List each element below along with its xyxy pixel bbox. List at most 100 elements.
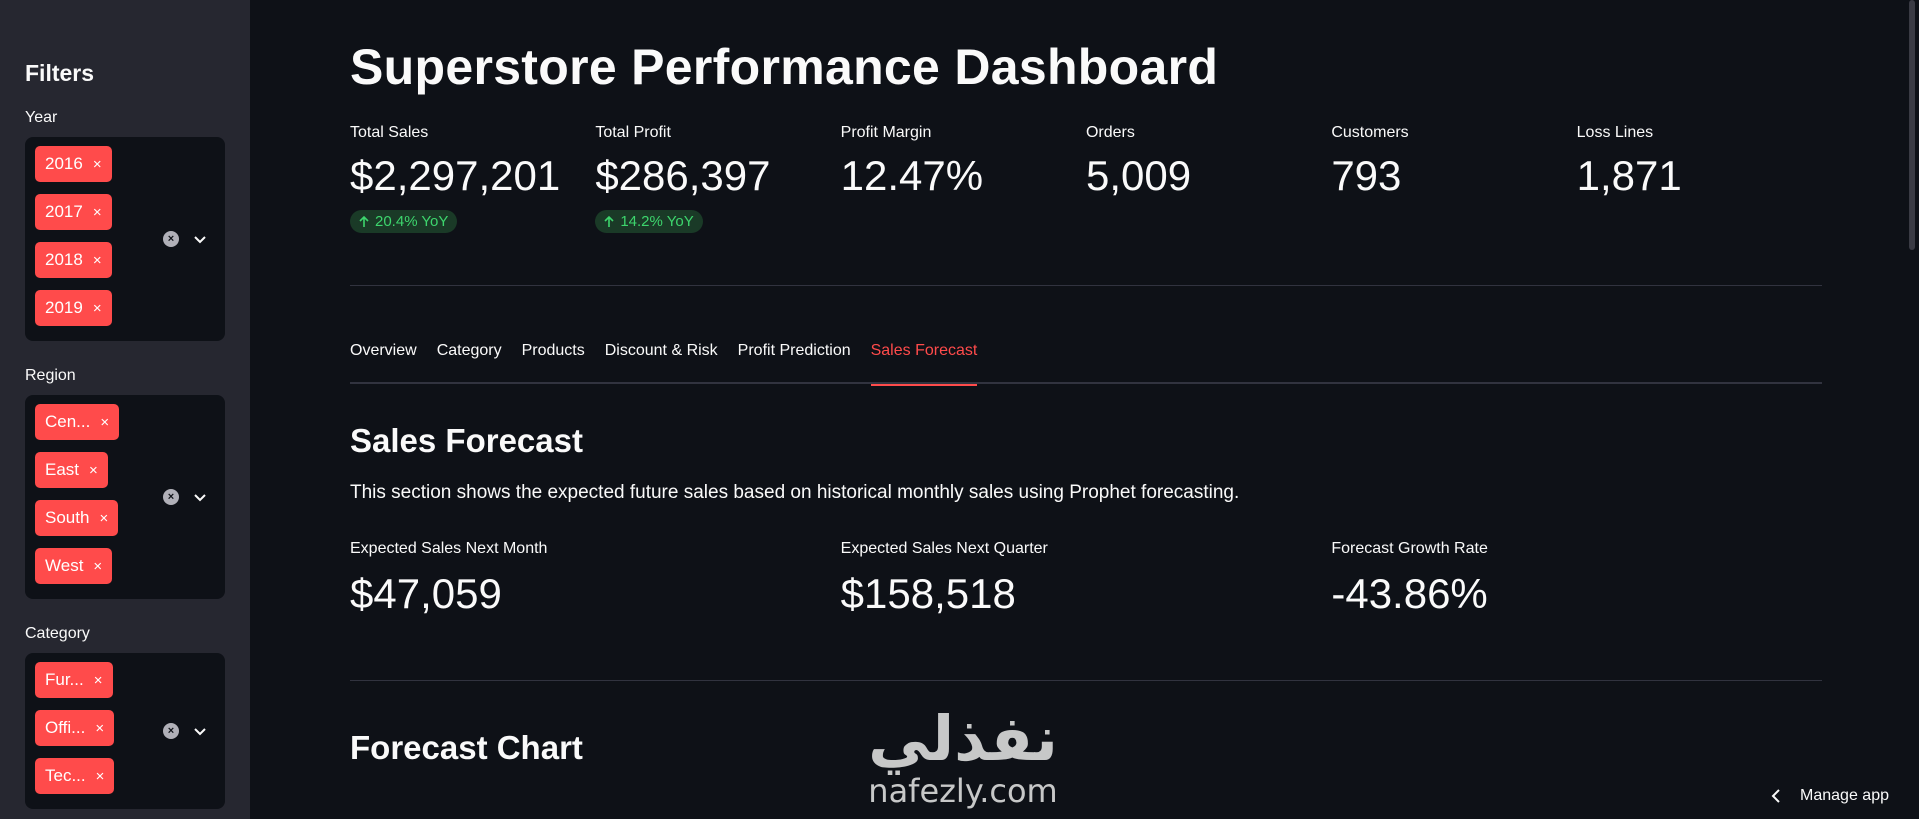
filter-label: Year — [25, 109, 58, 126]
filter-chip[interactable]: 2018 × — [35, 242, 112, 278]
chip-remove-icon[interactable]: × — [92, 203, 102, 221]
chip-remove-icon[interactable]: × — [93, 671, 103, 689]
watermark-latin: nafezly.com — [868, 772, 1058, 810]
tab-products[interactable]: Products — [521, 342, 585, 359]
metric-value: $286,397 — [595, 152, 771, 199]
metric-label: Expected Sales Next Quarter — [840, 540, 1048, 557]
watermark-arabic: نفذلي — [868, 702, 1058, 775]
kpi-metric: Loss Lines 1,871 — [1577, 124, 1822, 233]
forecast-metric: Forecast Growth Rate -43.86% — [1331, 540, 1822, 618]
chip-label: East — [45, 460, 80, 479]
section-title: Sales Forecast — [350, 422, 583, 459]
metric-value: 1,871 — [1576, 152, 1682, 199]
chip-remove-icon[interactable]: × — [89, 461, 98, 479]
manage-app-button[interactable]: Manage app — [1770, 787, 1889, 805]
chip-label: 2019 — [45, 298, 83, 317]
metric-value: 12.47% — [840, 152, 984, 199]
chip-label: 2018 — [45, 250, 83, 269]
clear-all-icon[interactable]: × — [163, 723, 179, 739]
chip-remove-icon[interactable]: × — [95, 767, 105, 785]
metric-value: 793 — [1331, 152, 1402, 199]
chevron-down-icon[interactable] — [193, 490, 207, 504]
page-title: Superstore Performance Dashboard — [350, 39, 1219, 95]
metric-value: $47,059 — [350, 570, 502, 617]
chevron-left-icon — [1771, 789, 1780, 803]
kpi-metric: Total Sales $2,297,201 20.4% YoY — [350, 124, 595, 233]
multiselect-region[interactable]: Cen... × East × South × West × × — [25, 395, 225, 599]
chip-label: South — [45, 508, 90, 527]
filter-label: Category — [25, 625, 90, 642]
tab-profit-prediction[interactable]: Profit Prediction — [737, 342, 851, 359]
chip-remove-icon[interactable]: × — [92, 155, 102, 173]
metric-label: Total Profit — [595, 124, 671, 141]
kpi-metric: Orders 5,009 — [1086, 124, 1331, 233]
metric-delta-badge: 14.2% YoY — [595, 210, 703, 233]
filter-chip[interactable]: Fur... × — [35, 662, 113, 698]
tab-overview[interactable]: Overview — [350, 342, 417, 359]
kpi-metric: Total Profit $286,397 14.2% YoY — [595, 124, 840, 233]
chevron-down-icon[interactable] — [193, 724, 207, 738]
chip-remove-icon[interactable]: × — [95, 719, 105, 737]
kpi-metric: Profit Margin 12.47% — [841, 124, 1086, 233]
section-description: This section shows the expected future s… — [350, 482, 1240, 503]
filter-chip[interactable]: 2016 × — [35, 146, 112, 182]
filter-chip[interactable]: West × — [35, 548, 113, 584]
metric-value: $158,518 — [840, 570, 1016, 617]
chip-label: Cen... — [45, 412, 91, 431]
chip-remove-icon[interactable]: × — [100, 413, 110, 431]
chart-title: Forecast Chart — [350, 729, 583, 766]
metric-label: Total Sales — [350, 124, 429, 141]
clear-all-icon[interactable]: × — [163, 489, 179, 505]
forecast-metric: Expected Sales Next Month $47,059 — [350, 540, 841, 618]
metric-label: Expected Sales Next Month — [350, 540, 548, 557]
chip-label: 2017 — [45, 202, 83, 221]
delta-text: 14.2% YoY — [620, 213, 694, 230]
watermark-logo: نفذلي nafezly.com — [853, 702, 1073, 810]
metric-label: Profit Margin — [840, 124, 932, 141]
filter-chip[interactable]: 2017 × — [35, 194, 112, 230]
metric-value: -43.86% — [1331, 570, 1488, 617]
tab-sales-forecast[interactable]: Sales Forecast — [870, 342, 977, 386]
divider — [350, 285, 1822, 286]
forecast-metric: Expected Sales Next Quarter $158,518 — [841, 540, 1332, 618]
metric-value: $2,297,201 — [350, 152, 561, 199]
filter-label: Region — [25, 367, 76, 384]
tab-category[interactable]: Category — [436, 342, 502, 359]
metric-value: 5,009 — [1085, 152, 1192, 199]
filter-chip[interactable]: South × — [35, 500, 119, 536]
metric-label: Forecast Growth Rate — [1331, 540, 1488, 557]
sidebar-title: Filters — [25, 60, 95, 86]
chip-label: West — [45, 556, 84, 575]
scrollbar-thumb[interactable] — [1909, 0, 1915, 250]
filter-chip[interactable]: Tec... × — [35, 758, 115, 794]
metric-label: Orders — [1085, 124, 1135, 141]
multiselect-category[interactable]: Fur... × Offi... × Tec... × × — [25, 653, 225, 809]
main-content: Superstore Performance Dashboard Total S… — [350, 0, 1822, 767]
clear-all-icon[interactable]: × — [163, 231, 179, 247]
filter-chip[interactable]: 2019 × — [35, 290, 112, 326]
filter-chip[interactable]: Offi... × — [35, 710, 115, 746]
chip-remove-icon[interactable]: × — [92, 299, 102, 317]
kpi-metric: Customers 793 — [1331, 124, 1576, 233]
chip-label: Offi... — [45, 718, 86, 737]
chip-remove-icon[interactable]: × — [99, 509, 109, 527]
delta-text: 20.4% YoY — [375, 213, 449, 230]
tab-discount-risk[interactable]: Discount & Risk — [604, 342, 718, 359]
metric-delta-badge: 20.4% YoY — [350, 210, 458, 233]
divider — [350, 680, 1822, 681]
arrow-up-icon — [604, 215, 614, 227]
kpi-metrics: Total Sales $2,297,201 20.4% YoY Total Pro… — [350, 124, 1822, 233]
chip-remove-icon[interactable]: × — [93, 557, 103, 575]
metric-label: Loss Lines — [1576, 124, 1654, 141]
chip-label: Fur... — [45, 670, 84, 689]
forecast-metrics: Expected Sales Next Month $47,059 Expecte… — [350, 540, 1822, 618]
sidebar: Filters Year 2016 × 2017 × 2018 × 2019 × × Region C… — [0, 0, 250, 819]
filter-chip[interactable]: Cen... × — [35, 404, 120, 440]
multiselect-year[interactable]: 2016 × 2017 × 2018 × 2019 × × — [25, 137, 225, 341]
chevron-down-icon[interactable] — [193, 232, 207, 246]
chip-remove-icon[interactable]: × — [92, 251, 102, 269]
arrow-up-icon — [359, 215, 369, 227]
filter-chip[interactable]: East × — [35, 452, 108, 488]
chip-label: Tec... — [45, 766, 86, 785]
metric-label: Customers — [1331, 124, 1409, 141]
